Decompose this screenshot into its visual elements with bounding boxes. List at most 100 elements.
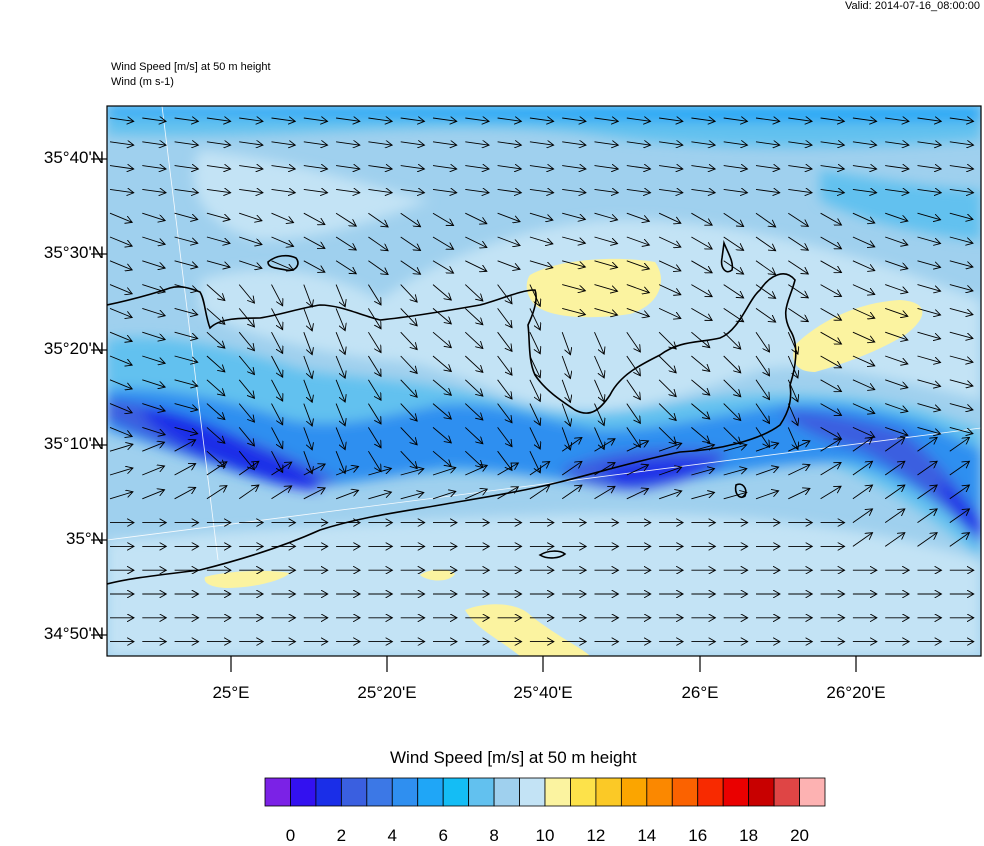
wind-arrow — [432, 236, 454, 249]
wind-arrow — [949, 118, 974, 121]
wind-arrow — [432, 468, 456, 476]
wind-arrow — [917, 331, 941, 339]
wind-arrow — [400, 403, 417, 421]
wind-arrow — [432, 355, 451, 371]
wind-arrow — [206, 462, 227, 476]
wind-arrow — [885, 260, 908, 269]
wind-arrow — [335, 308, 345, 330]
wind-arrow — [788, 465, 810, 476]
wind-arrow — [271, 308, 283, 329]
wind-arrow — [723, 166, 748, 169]
wind-arrow — [206, 379, 225, 396]
wind-arrow — [949, 142, 974, 145]
wind-arrow — [271, 236, 294, 246]
wind-arrow — [949, 260, 973, 267]
wind-arrow — [271, 486, 292, 500]
wind-arrow — [529, 462, 550, 476]
wind-arrow — [659, 118, 683, 121]
wind-arrow — [594, 212, 618, 220]
wind-arrow — [464, 379, 483, 396]
wind-arrow — [465, 236, 487, 248]
colorbar-swatch — [646, 777, 673, 807]
wind-arrow — [658, 307, 681, 318]
wind-arrow — [142, 307, 165, 315]
wind-arrow — [788, 488, 810, 500]
wind-arrow — [562, 118, 586, 121]
axis-ticks — [91, 158, 857, 672]
colorbar-tick-label: 20 — [790, 826, 809, 845]
colorbar-swatch — [722, 777, 750, 807]
wind-arrow — [659, 142, 683, 145]
wind-arrow — [368, 427, 381, 447]
wind-arrow — [594, 260, 618, 268]
wind-arrow — [820, 166, 845, 169]
wind-arrow — [561, 379, 570, 403]
wind-arrow — [755, 379, 770, 400]
wind-arrow — [787, 379, 798, 402]
colorbar-swatch — [595, 777, 622, 807]
wind-arrow — [464, 355, 483, 372]
wind-arrow — [142, 260, 165, 268]
wind-arrow — [691, 469, 714, 476]
colorbar-tick-label: 2 — [336, 826, 347, 845]
wind-arrow — [852, 236, 875, 247]
wind-arrow — [465, 212, 487, 224]
wind-arrow — [271, 284, 283, 306]
wind-arrow — [626, 307, 650, 316]
wind-arrow — [658, 443, 682, 452]
wind-arrow — [174, 166, 199, 169]
wind-arrow — [917, 379, 941, 387]
wind-arrow — [400, 189, 425, 192]
wind-arrow — [788, 284, 808, 298]
wind-arrow — [303, 308, 312, 330]
wind-arrow — [174, 284, 198, 291]
wind-arrow — [787, 427, 798, 449]
wind-arrow — [238, 403, 254, 423]
wind-arrow — [658, 260, 681, 271]
wind-arrow — [368, 308, 381, 328]
wind-arrow — [852, 284, 875, 295]
wind-arrow — [658, 355, 676, 373]
wind-arrow — [238, 331, 254, 351]
wind-arrow — [885, 379, 908, 388]
wind-arrow — [336, 142, 360, 145]
wind-arrow — [562, 212, 585, 219]
wind-arrow — [917, 426, 941, 434]
wind-arrow — [949, 437, 970, 452]
wind-arrow — [691, 118, 715, 121]
wind-arrow — [788, 308, 808, 321]
wind-map — [91, 105, 982, 672]
wind-arrow — [368, 166, 392, 169]
colorbar-tick-label: 0 — [285, 826, 296, 845]
colorbar-swatch — [671, 777, 699, 807]
wind-arrow — [917, 509, 938, 523]
wind-arrow — [271, 166, 296, 169]
wind-arrow — [400, 450, 417, 468]
lon-label: 26°E — [681, 683, 719, 702]
wind-arrow — [368, 212, 388, 227]
wind-arrow — [691, 212, 712, 225]
wind-arrow — [594, 463, 616, 476]
wind-arrow — [271, 260, 294, 270]
wind-arrow — [303, 464, 325, 476]
wind-arrow — [820, 236, 842, 249]
wind-arrow — [303, 166, 328, 169]
wind-arrow — [432, 189, 457, 192]
colorbar-swatch — [620, 777, 648, 807]
wind-arrow — [949, 533, 970, 547]
wind-arrow — [755, 166, 780, 169]
wind-arrow — [142, 331, 165, 339]
wind-arrow — [917, 403, 941, 411]
wind-arrow — [206, 355, 225, 372]
wind-arrow — [691, 403, 709, 419]
wind-arrow — [755, 260, 776, 275]
wind-arrow — [691, 166, 715, 169]
wind-arrow — [949, 509, 970, 523]
wind-arrow — [820, 118, 845, 121]
field-title: Wind Speed [m/s] at 50 m height — [111, 61, 271, 73]
wind-arrow — [238, 461, 259, 476]
wind-arrow — [788, 118, 812, 121]
colorbar-tick-label: 12 — [586, 826, 606, 845]
wind-arrow — [432, 331, 451, 347]
wind-arrow — [561, 461, 582, 476]
